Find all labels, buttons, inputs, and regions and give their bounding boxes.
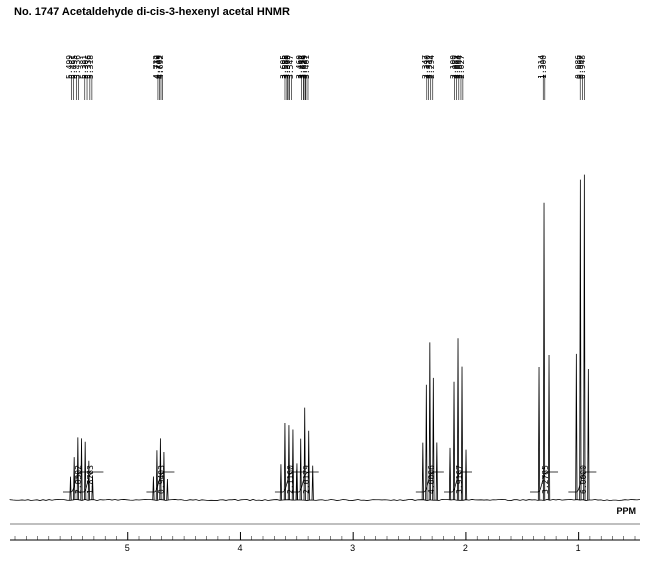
peak-label: 4.692: [156, 55, 165, 79]
integral-label: 6.0000: [579, 465, 588, 494]
integral-label: 2.1160: [286, 465, 295, 494]
axis-tick-label: 3: [350, 543, 355, 553]
integral-label: 2.0382: [74, 465, 83, 494]
integral-label: 3.9167: [455, 465, 464, 494]
integral-label: 0.9403: [157, 465, 166, 494]
integral-label: 2.0179: [302, 465, 311, 494]
axis-tick-label: 2: [463, 543, 468, 553]
axis-tick-label: 4: [237, 543, 242, 553]
peak-label: 2.027: [457, 55, 466, 79]
peak-label: 3.401: [302, 55, 311, 79]
integral-label: 1.8783: [86, 465, 95, 494]
peak-label: 5.318: [86, 55, 95, 79]
axis-tick-label: 5: [125, 543, 130, 553]
integral-label: 4.0006: [427, 465, 436, 494]
integral-label: 3.2785: [541, 465, 550, 494]
ppm-axis-label: PPM: [616, 506, 636, 516]
peak-label: 0.948: [578, 55, 587, 79]
peak-label: 1.300: [539, 55, 548, 79]
peak-label: 3.547: [286, 55, 295, 79]
spectrum-title: No. 1747 Acetaldehyde di-cis-3-hexenyl a…: [14, 6, 290, 18]
peak-label: 2.294: [427, 55, 436, 79]
axis-tick-label: 1: [576, 543, 581, 553]
